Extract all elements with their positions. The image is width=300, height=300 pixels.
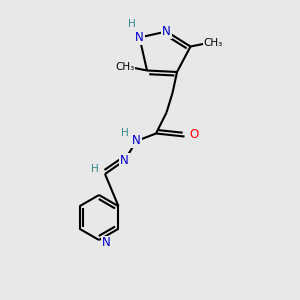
Text: N: N — [162, 25, 171, 38]
Text: O: O — [189, 128, 198, 142]
Text: N: N — [120, 154, 129, 167]
Text: CH₃: CH₃ — [203, 38, 223, 49]
Text: N: N — [135, 31, 144, 44]
Text: H: H — [128, 19, 136, 29]
Text: N: N — [102, 236, 111, 250]
Text: CH₃: CH₃ — [115, 62, 134, 73]
Text: H: H — [91, 164, 98, 175]
Text: N: N — [132, 134, 141, 148]
Text: H: H — [121, 128, 128, 139]
